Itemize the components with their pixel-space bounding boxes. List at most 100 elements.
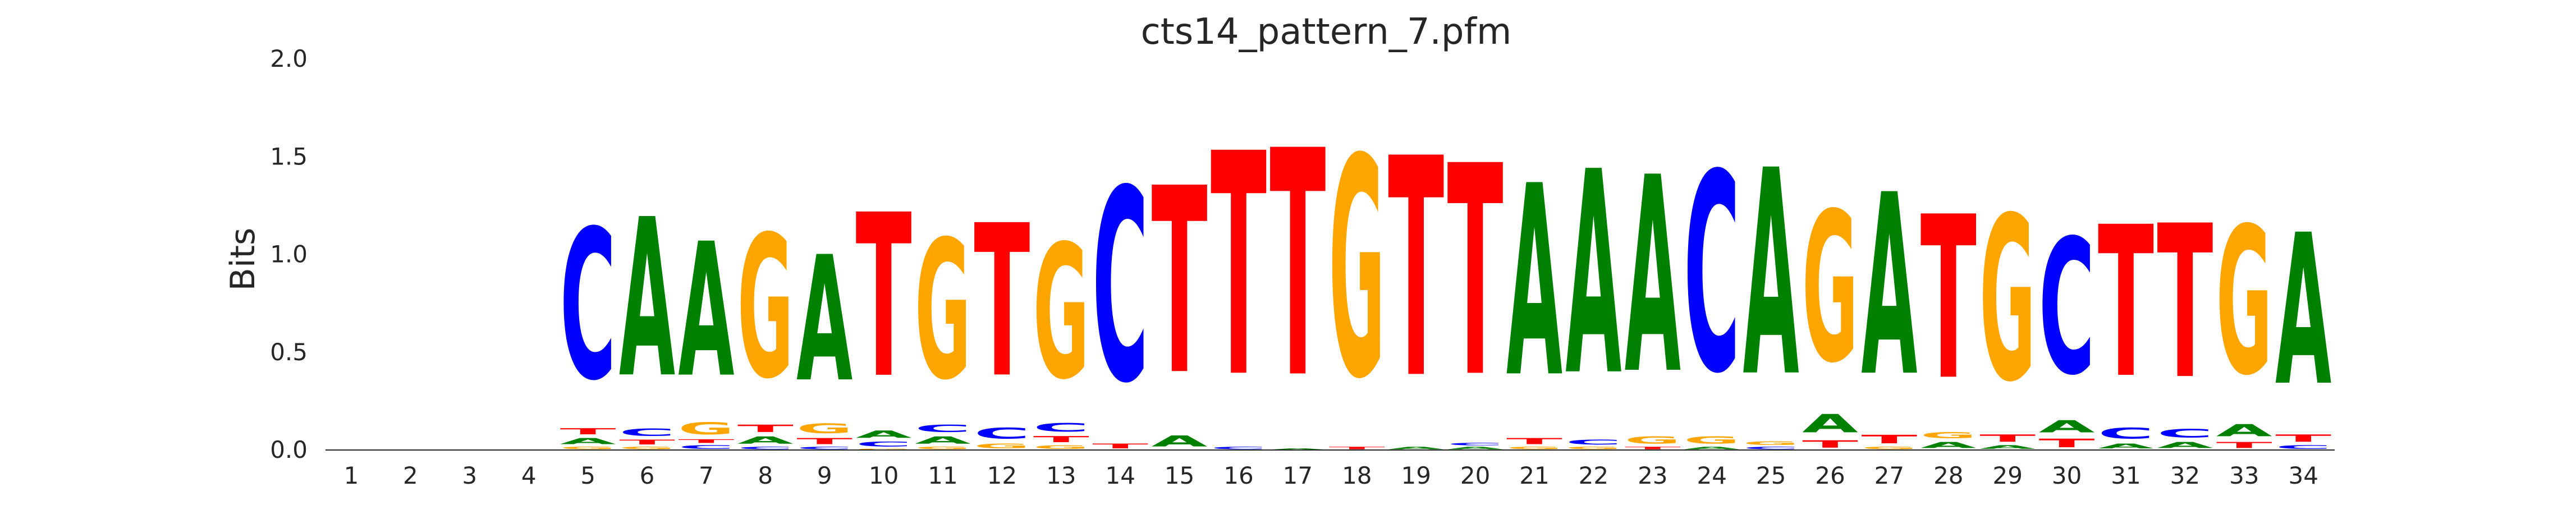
logo-letter-A: A — [2157, 440, 2213, 450]
logo-letter-T: T — [1092, 442, 1148, 450]
logo-letter-T: T — [619, 438, 675, 446]
x-tick-label: 8 — [758, 462, 773, 489]
logo-letter-C: C — [2098, 425, 2154, 442]
logo-letter-G: G — [1033, 444, 1089, 450]
x-tick-label: 20 — [1460, 462, 1490, 489]
logo-letter-A: A — [1388, 446, 1444, 450]
logo-letter-C: C — [1211, 446, 1267, 450]
logo-letter-C: C — [1033, 421, 1089, 434]
x-tick-label: 12 — [987, 462, 1017, 489]
logo-letter-T: T — [2216, 440, 2272, 450]
logo-letter-T: T — [1211, 90, 1267, 446]
x-tick-label: 26 — [1815, 462, 1845, 489]
logo-letter-A: A — [1861, 143, 1918, 432]
logo-letter-T: T — [1329, 446, 1385, 450]
x-tick-label: 4 — [521, 462, 537, 489]
x-tick-label: 27 — [1874, 462, 1904, 489]
logo-letter-C: C — [2157, 426, 2213, 440]
logo-letter-A: A — [2275, 191, 2332, 432]
logo-letter-T: T — [678, 438, 734, 444]
logo-letter-T: T — [1033, 434, 1089, 444]
logo-letter-G: G — [619, 446, 675, 450]
x-tick-label: 31 — [2111, 462, 2140, 489]
x-tick-label: 24 — [1697, 462, 1726, 489]
logo-letter-T: T — [2039, 437, 2095, 450]
logo-letter-G: G — [1743, 440, 1799, 446]
logo-letter-C: C — [915, 423, 971, 434]
logo-letter-T: T — [1152, 134, 1208, 431]
logo-letter-A: A — [1920, 440, 1977, 450]
logo-letter-G: G — [678, 419, 734, 438]
logo-letter-G: G — [796, 421, 852, 437]
x-tick-label: 22 — [1579, 462, 1608, 489]
logo-letter-T: T — [1447, 105, 1504, 442]
logo-letter-C: C — [2039, 200, 2095, 416]
x-tick-label: 23 — [1638, 462, 1667, 489]
x-tick-label: 6 — [640, 462, 655, 489]
logo-letter-G: G — [974, 442, 1030, 450]
logo-letter-T: T — [1979, 433, 2036, 444]
x-tick-label: 32 — [2170, 462, 2200, 489]
logo-letter-C: C — [974, 425, 1030, 442]
logo-letter-T: T — [974, 180, 1030, 424]
logo-letter-T: T — [1506, 437, 1562, 446]
logo-letter-T: T — [560, 426, 616, 436]
x-tick-label: 15 — [1165, 462, 1194, 489]
logo-letter-C: C — [1684, 117, 1740, 434]
logo-letter-G: G — [1033, 207, 1089, 420]
logo-letter-T: T — [796, 437, 852, 446]
x-tick-label: 13 — [1046, 462, 1076, 489]
x-tick-label: 25 — [1756, 462, 1786, 489]
logo-letter-C: C — [619, 426, 675, 438]
logo-letter-G: G — [1979, 169, 2036, 432]
x-tick-label: 33 — [2229, 462, 2259, 489]
x-axis: 1 2 3 4 5 6 7 8 9 10 11 12 13 14 15 16 17 18 19 20 21 22 23 24 2… — [344, 462, 2318, 489]
logo-letter-C: C — [678, 444, 734, 450]
x-tick-label: 14 — [1105, 462, 1135, 489]
logo-letter-T: T — [737, 423, 794, 434]
logo-letter-A: A — [2039, 417, 2096, 437]
logo-letter-C: C — [2275, 444, 2331, 450]
logo-letter-G: G — [915, 446, 971, 450]
logo-letter-A: A — [915, 434, 971, 446]
x-tick-label: 18 — [1342, 462, 1372, 489]
logo-letter-A: A — [678, 204, 734, 419]
x-tick-label: 19 — [1401, 462, 1431, 489]
logo-letter-C: C — [1743, 446, 1799, 450]
logo-letter-A: A — [737, 434, 794, 446]
logo-letter-G: G — [915, 201, 971, 423]
y-tick-label: 2.0 — [270, 45, 308, 72]
x-tick-label: 9 — [817, 462, 832, 489]
logo-letter-C: C — [560, 187, 616, 426]
logo-letter-A: A — [619, 173, 676, 426]
logo-letter-T: T — [1861, 433, 1917, 446]
logo-letter-T: T — [2157, 182, 2213, 426]
chart-title: cts14_pattern_7.pfm — [1141, 11, 1512, 53]
letter-stacks: GATCGTCACTGACATGCTGAGCATGACGGCTGTCGTCATC… — [560, 85, 2332, 450]
logo-letter-A: A — [1743, 111, 1800, 439]
logo-letter-A: A — [1684, 446, 1740, 450]
logo-letter-G: G — [1920, 430, 1977, 440]
logo-letter-C: C — [796, 446, 852, 450]
logo-letter-A: A — [2216, 421, 2273, 440]
x-tick-label: 2 — [403, 462, 418, 489]
x-tick-label: 29 — [1992, 462, 2022, 489]
logo-letter-A: A — [2098, 442, 2154, 450]
logo-letter-A: A — [1625, 120, 1681, 434]
logo-letter-T: T — [856, 167, 913, 428]
logo-letter-G: G — [1802, 170, 1858, 408]
x-tick-label: 10 — [869, 462, 899, 489]
logo-letter-A: A — [1447, 446, 1504, 450]
logo-letter-G: G — [560, 446, 616, 450]
logo-letter-A: A — [560, 437, 616, 446]
x-tick-label: 21 — [1519, 462, 1549, 489]
y-tick-label: 0.5 — [270, 338, 308, 366]
logo-letter-A: A — [856, 429, 912, 440]
logo-letter-G: G — [1329, 95, 1385, 446]
y-tick-label: 1.0 — [270, 241, 308, 268]
x-tick-label: 16 — [1223, 462, 1253, 489]
logo-letter-C: C — [1447, 442, 1504, 446]
y-tick-label: 1.5 — [270, 143, 308, 170]
